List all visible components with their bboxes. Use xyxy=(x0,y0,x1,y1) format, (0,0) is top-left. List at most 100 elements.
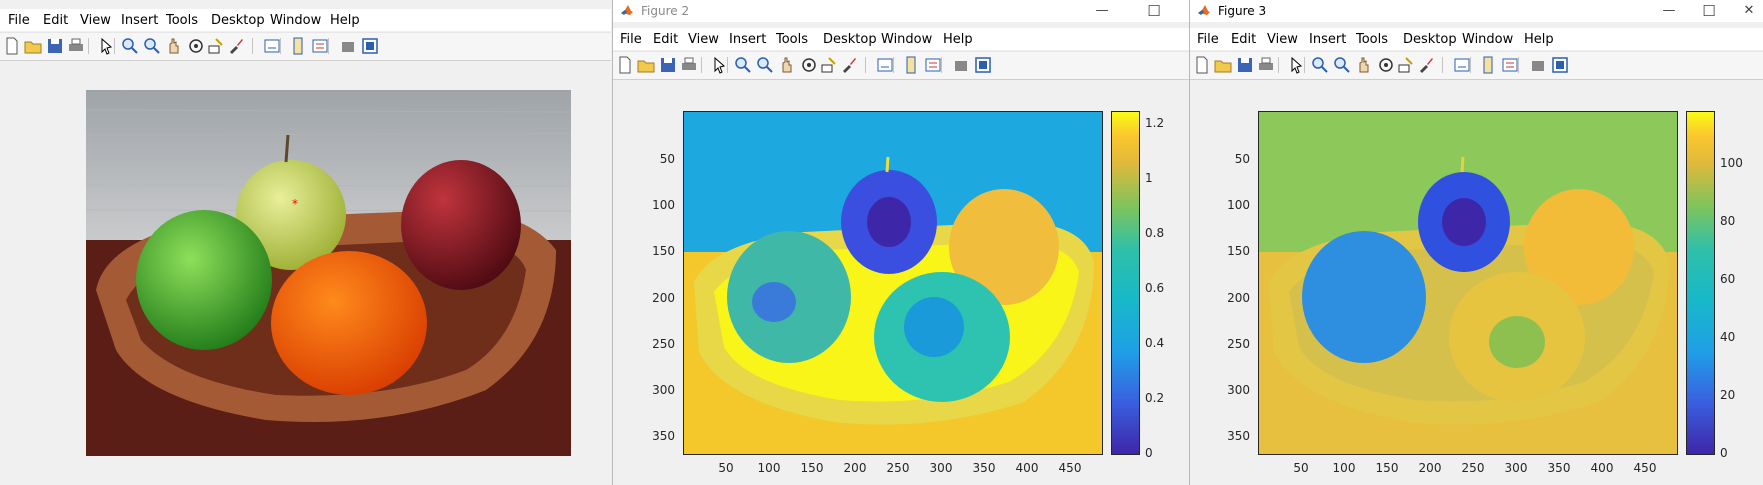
menu-insert[interactable]: Insert xyxy=(121,13,159,28)
colorbar-icon[interactable] xyxy=(288,36,308,56)
zoom-out-icon[interactable] xyxy=(1332,55,1352,75)
menu-insert[interactable]: Insert xyxy=(1309,32,1347,47)
legend-icon[interactable] xyxy=(310,36,330,56)
open-folder-icon[interactable] xyxy=(23,36,43,56)
menu-help[interactable]: Help xyxy=(1524,32,1554,47)
data-cursor-icon[interactable] xyxy=(1396,55,1416,75)
new-file-icon[interactable] xyxy=(1192,55,1212,75)
pointer-icon[interactable] xyxy=(96,36,116,56)
hide-tools-icon[interactable] xyxy=(1528,55,1548,75)
pointer-icon[interactable] xyxy=(709,55,729,75)
toolbar-separator xyxy=(328,38,329,54)
zoom-in-icon[interactable] xyxy=(733,55,753,75)
zoom-in-icon[interactable] xyxy=(1310,55,1330,75)
link-plot-icon[interactable] xyxy=(1452,55,1472,75)
menu-tools[interactable]: Tools xyxy=(1356,32,1389,47)
zoom-out-icon[interactable] xyxy=(755,55,775,75)
colorbar-tick: 40 xyxy=(1720,330,1736,344)
menu-window[interactable]: Window xyxy=(270,13,322,28)
menu-tools[interactable]: Tools xyxy=(166,13,199,28)
print-icon[interactable] xyxy=(679,55,699,75)
toolbar-separator xyxy=(865,57,866,73)
toolbar-separator xyxy=(893,57,894,73)
y-tick: 100 xyxy=(1227,198,1250,212)
new-file-icon[interactable] xyxy=(2,36,22,56)
menu-desktop[interactable]: Desktop xyxy=(211,13,265,28)
pan-hand-icon[interactable] xyxy=(1354,55,1374,75)
data-cursor-icon[interactable] xyxy=(206,36,226,56)
hide-tools-icon[interactable] xyxy=(338,36,358,56)
menu-desktop[interactable]: Desktop xyxy=(1403,32,1457,47)
x-tick: 200 xyxy=(843,461,867,475)
show-tools-icon[interactable] xyxy=(973,55,993,75)
menu-window[interactable]: Window xyxy=(881,32,933,47)
pointer-icon[interactable] xyxy=(1286,55,1306,75)
x-tick: 150 xyxy=(800,461,824,475)
menu-edit[interactable]: Edit xyxy=(653,32,679,47)
menu-help[interactable]: Help xyxy=(943,32,973,47)
menu-edit[interactable]: Edit xyxy=(43,13,69,28)
save-icon[interactable] xyxy=(658,55,678,75)
x-tick: 400 xyxy=(1015,461,1039,475)
print-icon[interactable] xyxy=(1256,55,1276,75)
open-folder-icon[interactable] xyxy=(1213,55,1233,75)
menu-file[interactable]: File xyxy=(620,32,642,47)
brush-icon[interactable] xyxy=(226,36,246,56)
rotate-3d-icon[interactable] xyxy=(799,55,819,75)
y-tick: 250 xyxy=(652,337,675,351)
brush-icon[interactable] xyxy=(1416,55,1436,75)
brush-icon[interactable] xyxy=(839,55,859,75)
link-plot-icon[interactable] xyxy=(262,36,282,56)
minimize-button[interactable]: — xyxy=(1662,3,1676,18)
zoom-out-icon[interactable] xyxy=(142,36,162,56)
menu-bar: File Edit View Insert Tools Desktop Wind… xyxy=(1190,28,1763,50)
menu-view[interactable]: View xyxy=(80,13,111,28)
data-cursor-icon[interactable] xyxy=(819,55,839,75)
open-folder-icon[interactable] xyxy=(636,55,656,75)
menu-view[interactable]: View xyxy=(688,32,719,47)
menu-insert[interactable]: Insert xyxy=(729,32,767,47)
rotate-3d-icon[interactable] xyxy=(186,36,206,56)
x-tick: 350 xyxy=(1547,461,1571,475)
pan-hand-icon[interactable] xyxy=(777,55,797,75)
colorbar-icon[interactable] xyxy=(901,55,921,75)
close-button[interactable]: ✕ xyxy=(1743,3,1755,18)
menu-file[interactable]: File xyxy=(1197,32,1219,47)
pan-hand-icon[interactable] xyxy=(164,36,184,56)
colorbar-icon[interactable] xyxy=(1478,55,1498,75)
y-tick: 50 xyxy=(659,152,675,166)
toolbar-separator xyxy=(701,57,702,73)
link-plot-icon[interactable] xyxy=(875,55,895,75)
minimize-button[interactable]: — xyxy=(1095,3,1109,18)
new-file-icon[interactable] xyxy=(615,55,635,75)
x-tick: 350 xyxy=(972,461,996,475)
menu-view[interactable]: View xyxy=(1267,32,1298,47)
show-tools-icon[interactable] xyxy=(360,36,380,56)
legend-icon[interactable] xyxy=(1500,55,1520,75)
save-icon[interactable] xyxy=(45,36,65,56)
menu-window[interactable]: Window xyxy=(1462,32,1514,47)
maximize-button[interactable]: ☐ xyxy=(1702,2,1716,20)
rotate-3d-icon[interactable] xyxy=(1376,55,1396,75)
x-tick: 200 xyxy=(1418,461,1442,475)
hide-tools-icon[interactable] xyxy=(951,55,971,75)
show-tools-icon[interactable] xyxy=(1550,55,1570,75)
maximize-button[interactable]: ☐ xyxy=(1147,2,1161,20)
colorbar-tick: 0.4 xyxy=(1145,336,1165,350)
colorbar[interactable] xyxy=(1686,111,1715,455)
legend-icon[interactable] xyxy=(923,55,943,75)
y-tick: 50 xyxy=(1234,152,1250,166)
menu-edit[interactable]: Edit xyxy=(1231,32,1257,47)
y-tick: 150 xyxy=(652,244,675,258)
menu-help[interactable]: Help xyxy=(330,13,360,28)
menu-tools[interactable]: Tools xyxy=(776,32,809,47)
image-axes[interactable] xyxy=(1258,111,1678,455)
image-axes[interactable] xyxy=(683,111,1103,455)
zoom-in-icon[interactable] xyxy=(120,36,140,56)
menu-file[interactable]: File xyxy=(8,13,30,28)
menu-desktop[interactable]: Desktop xyxy=(823,32,877,47)
print-icon[interactable] xyxy=(66,36,86,56)
toolbar-separator xyxy=(1278,57,1279,73)
colorbar[interactable] xyxy=(1111,111,1140,455)
save-icon[interactable] xyxy=(1235,55,1255,75)
